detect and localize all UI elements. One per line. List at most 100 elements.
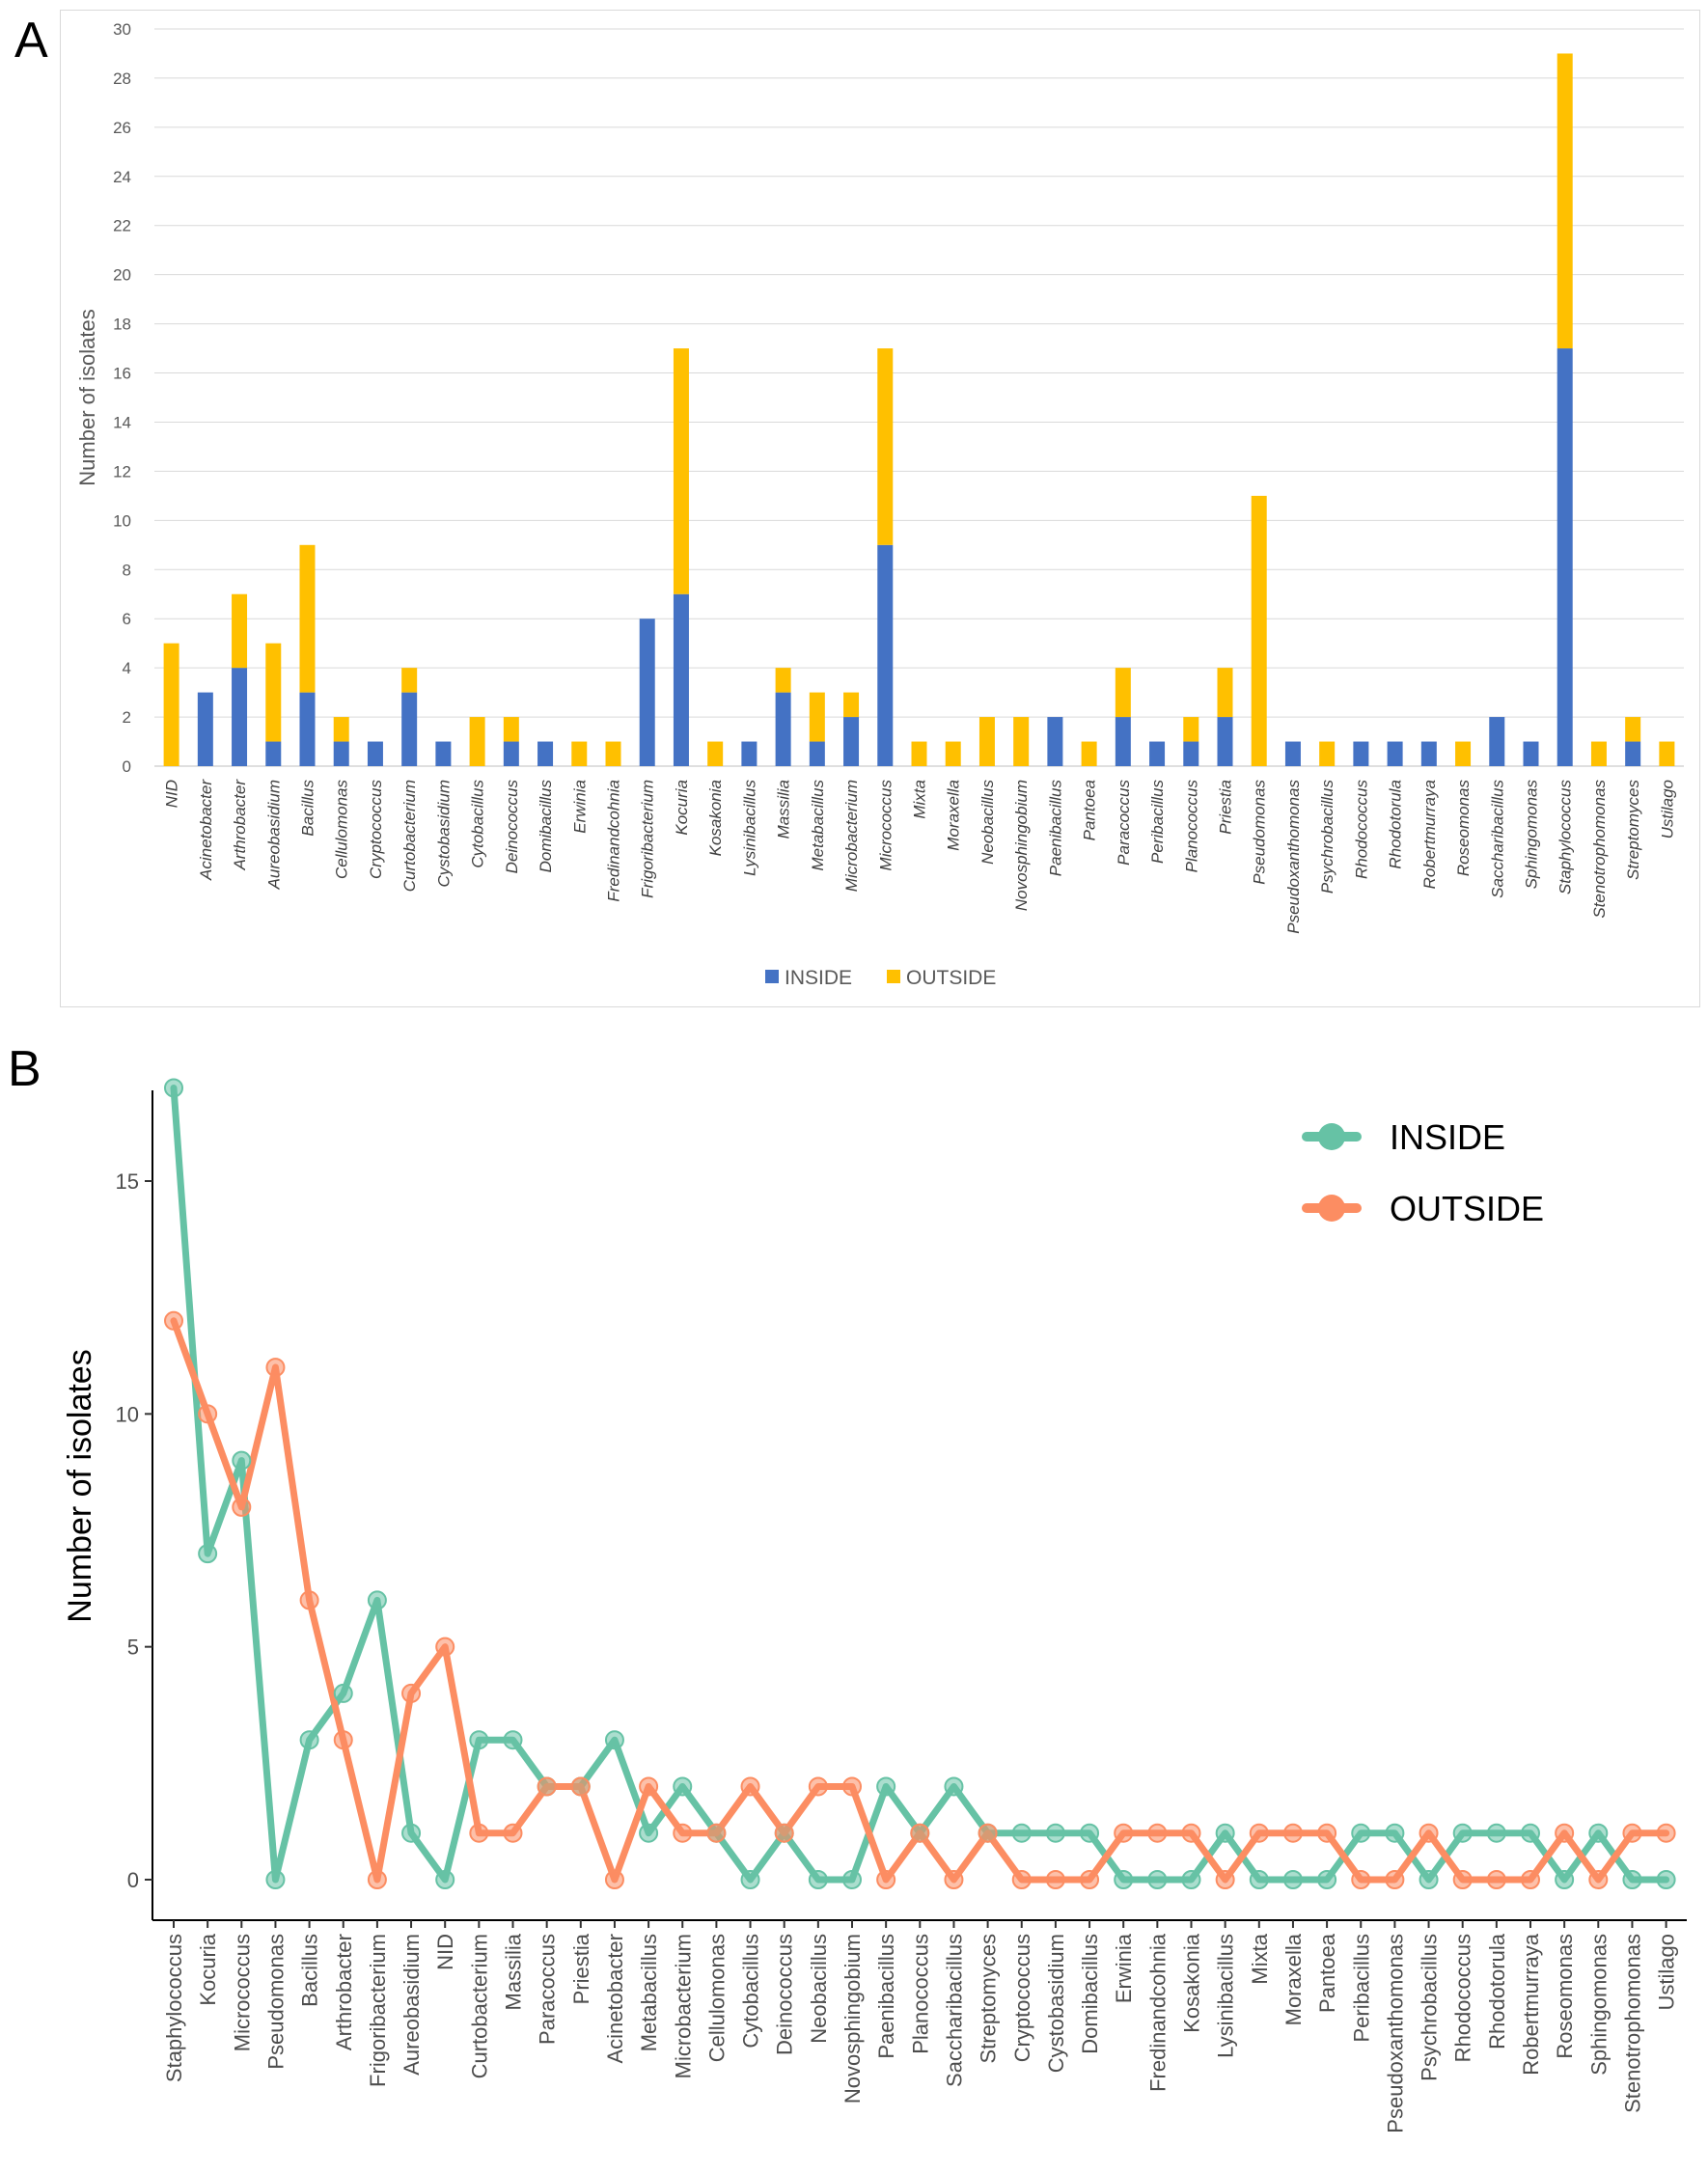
point-outside-robertmurraya: [1521, 1870, 1540, 1889]
bar-inside-planococcus: [1183, 741, 1199, 766]
point-inside-cytobacillus: [740, 1870, 760, 1889]
x-tick-label: Erwinia: [1112, 1933, 1136, 2003]
bar-outside-planococcus: [1183, 717, 1199, 742]
x-tick-label: Lysinibacillus: [740, 780, 758, 876]
bar-outside-massilia: [775, 668, 791, 693]
point-outside-micrococcus: [232, 1497, 252, 1517]
point-outside-ustilago: [1656, 1823, 1676, 1843]
x-tick-label: Streptomyces: [1624, 780, 1642, 880]
point-inside-peribacillus: [1351, 1823, 1371, 1843]
y-tick-label: 0: [123, 757, 131, 776]
x-tick-label: Rhodotorula: [1387, 780, 1405, 869]
bar-outside-priestia: [1217, 668, 1233, 718]
point-inside-arthrobacter: [333, 1683, 353, 1703]
y-tick-label: 10: [113, 511, 131, 530]
point-outside-massilia: [503, 1823, 523, 1843]
point-inside-nid: [435, 1870, 455, 1889]
point-inside-deinococcus: [774, 1823, 794, 1843]
point-outside-acinetobacter: [604, 1870, 624, 1889]
point-inside-microbacterium: [673, 1776, 693, 1797]
y-tick-label: 6: [123, 610, 131, 628]
point-outside-curtobacterium: [469, 1823, 489, 1843]
y-axis-title: Number of isolates: [62, 1349, 98, 1622]
x-tick-label: Robertmurraya: [1420, 780, 1439, 889]
bar-inside-priestia: [1217, 717, 1233, 766]
point-inside-neobacillus: [808, 1870, 828, 1889]
point-outside-planococcus: [910, 1823, 930, 1843]
series-line-inside: [170, 1084, 1670, 1884]
point-inside-aureobasidium: [401, 1823, 422, 1843]
point-inside-cryptococcus: [1011, 1823, 1032, 1843]
x-tick-label: Kocuria: [673, 780, 691, 836]
x-tick-label: Cystobasidium: [434, 780, 453, 888]
x-tick-label: Neobacillus: [807, 1934, 831, 2044]
y-axis-title: Number of isolates: [75, 309, 99, 485]
point-inside-ustilago: [1656, 1870, 1676, 1889]
point-outside-novosphingobium: [842, 1776, 862, 1797]
point-outside-neobacillus: [808, 1776, 828, 1797]
x-tick-label: Psychrobacillus: [1418, 1934, 1442, 2081]
bar-outside-microbacterium: [843, 692, 860, 718]
bar-inside-kocuria: [673, 593, 689, 766]
x-tick-label: Arthrobacter: [231, 779, 249, 871]
x-tick-label: Robertmurraya: [1519, 1933, 1543, 2075]
bar-inside-lysinibacillus: [741, 741, 758, 766]
point-inside-massilia: [503, 1730, 523, 1750]
x-tick-label: Priestia: [1217, 780, 1235, 835]
bar-inside-curtobacterium: [401, 692, 418, 766]
x-tick-label: Priestia: [569, 1933, 593, 2004]
y-tick-label: 16: [113, 365, 131, 383]
bar-inside-rhodococcus: [1353, 741, 1369, 766]
point-outside-cytobacillus: [740, 1776, 760, 1797]
bar-outside-paracoccus: [1115, 668, 1131, 718]
point-outside-pantoea: [1317, 1823, 1337, 1843]
y-tick-label: 20: [113, 266, 131, 285]
point-outside-priestia: [570, 1776, 591, 1797]
x-tick-label: Rhodotorula: [1485, 1933, 1509, 2049]
y-tick-label: 14: [113, 413, 131, 431]
bar-outside-pseudomonas: [1251, 495, 1267, 766]
bar-outside-ustilago: [1659, 741, 1675, 766]
point-inside-paenibacillus: [876, 1776, 896, 1797]
bar-outside-stenotrophomonas: [1590, 741, 1607, 766]
bar-inside-rhodotorula: [1387, 741, 1403, 766]
x-tick-label: Acinetobacter: [197, 779, 215, 881]
point-outside-aureobasidium: [401, 1683, 422, 1703]
bar-outside-fredinandcohnia: [605, 741, 621, 766]
point-inside-psychrobacillus: [1419, 1870, 1439, 1889]
x-tick-label: Pseudomonas: [1251, 780, 1269, 885]
y-tick-label: 24: [113, 168, 131, 186]
x-tick-label: Kosakonia: [1180, 1933, 1204, 2033]
x-tick-label: Arthrobacter: [332, 1934, 356, 2050]
x-tick-label: Stenotrophomonas: [1590, 780, 1609, 919]
x-tick-label: Kosakonia: [706, 780, 725, 856]
x-tick-label: Pantoea: [1081, 780, 1099, 840]
bar-inside-microbacterium: [843, 717, 860, 766]
x-tick-label: Frigoribacterium: [366, 1934, 390, 2087]
bar-inside-cellulomonas: [333, 741, 349, 766]
x-tick-label: Neobacillus: [978, 780, 997, 865]
point-inside-erwinia: [1114, 1870, 1134, 1889]
y-tick-label: 30: [113, 20, 131, 39]
bar-outside-curtobacterium: [401, 668, 418, 693]
x-tick-label: Planococcus: [1182, 780, 1200, 873]
bar-outside-neobacillus: [978, 717, 995, 766]
x-tick-label: Rhodococcus: [1352, 780, 1370, 880]
point-inside-pantoea: [1317, 1870, 1337, 1889]
y-tick-label: 0: [127, 1868, 139, 1892]
point-outside-roseomonas: [1555, 1823, 1575, 1843]
x-tick-label: NID: [433, 1934, 457, 1970]
point-outside-saccharibacillus: [944, 1870, 964, 1889]
x-tick-label: Pantoea: [1315, 1933, 1339, 2013]
point-outside-psychrobacillus: [1419, 1823, 1439, 1843]
bar-inside-paracoccus: [1115, 717, 1131, 766]
point-outside-pseudoxanthomonas: [1385, 1870, 1405, 1889]
x-tick-label: Metabacillus: [637, 1934, 661, 2051]
legend-label-inside: INSIDE: [1390, 1117, 1505, 1157]
x-tick-label: Domibacillus: [537, 780, 555, 873]
y-tick-label: 28: [113, 69, 131, 88]
point-outside-microbacterium: [673, 1823, 693, 1843]
x-tick-label: Pseudomonas: [263, 1934, 288, 2070]
x-tick-label: Massilia: [502, 1933, 526, 2010]
x-tick-label: Staphylococcus: [1556, 780, 1575, 895]
